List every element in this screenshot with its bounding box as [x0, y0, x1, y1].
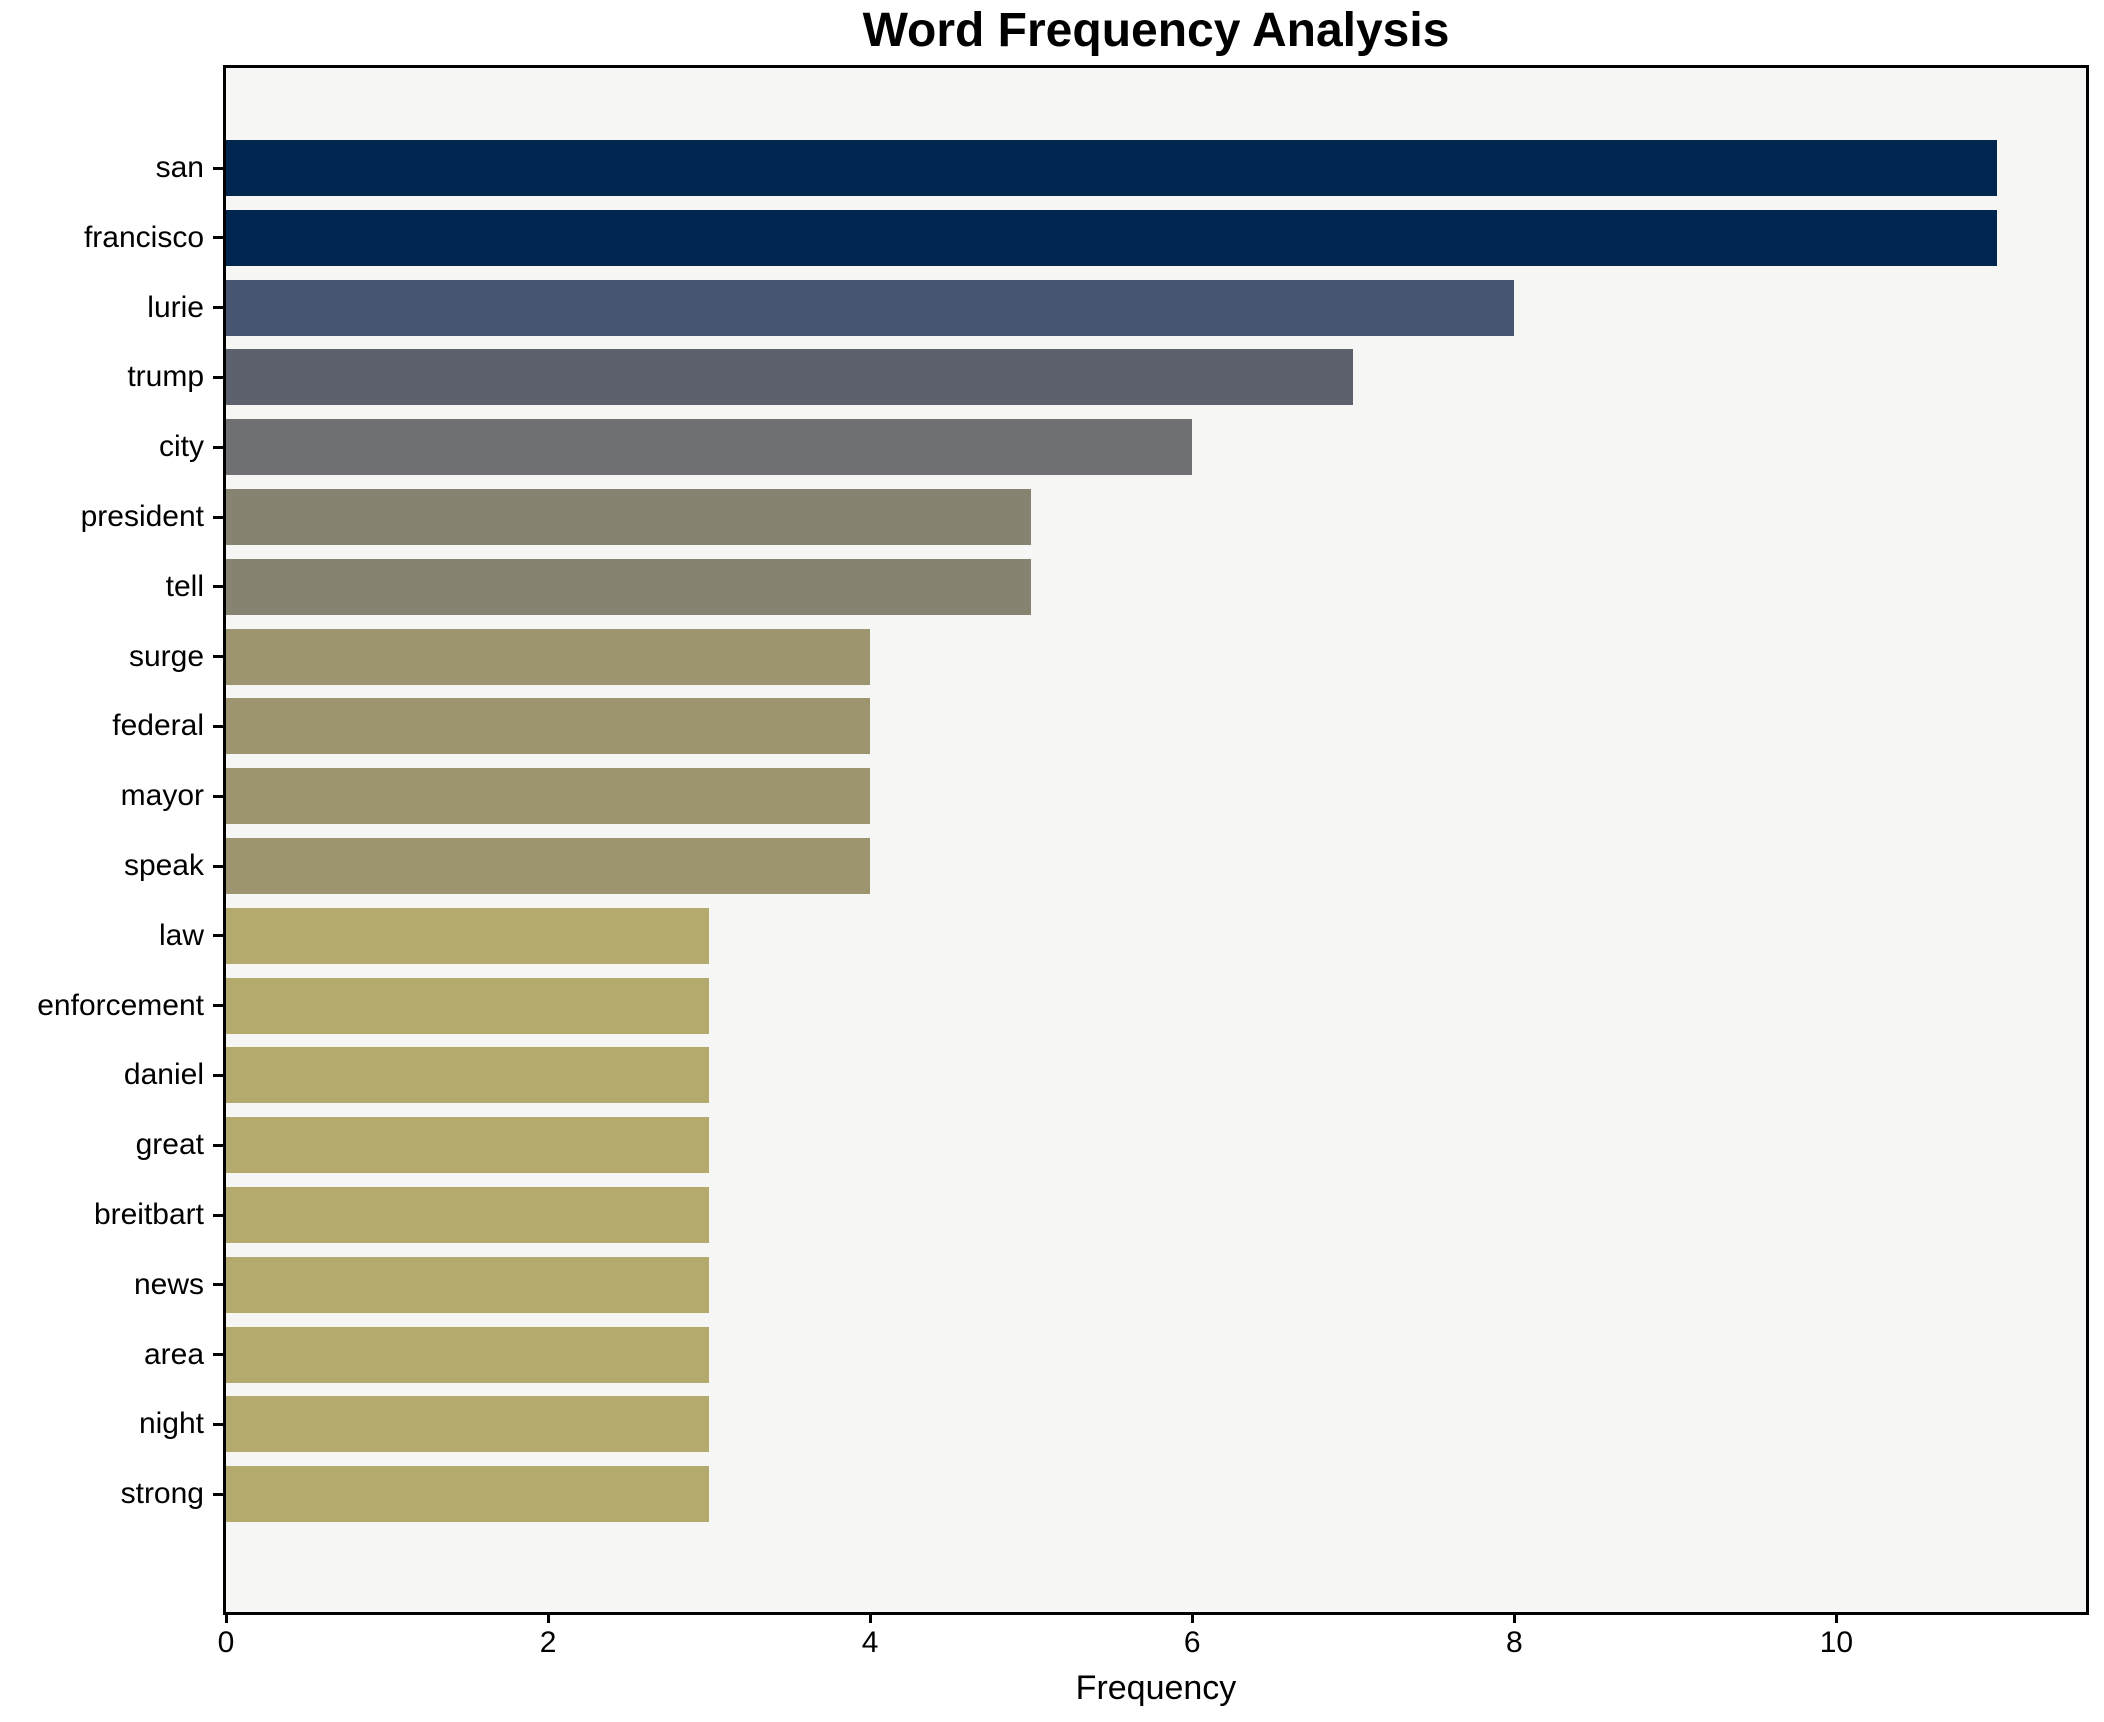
x-tick-label-2: 2 — [539, 1626, 557, 1659]
x-tick-mark-6 — [1190, 1612, 1194, 1623]
x-tick-label-6: 6 — [1183, 1626, 1201, 1659]
y-tick-mark-tell — [213, 585, 226, 589]
y-tick-label-city: city — [159, 430, 204, 464]
y-tick-mark-lurie — [213, 306, 226, 310]
y-tick-mark-breitbart — [213, 1213, 226, 1217]
bar-president — [226, 489, 1031, 545]
bar-daniel — [226, 1047, 709, 1104]
x-tick-mark-10 — [1834, 1612, 1838, 1623]
y-tick-label-san: san — [155, 151, 204, 184]
bar-francisco — [226, 209, 1997, 266]
y-tick-mark-night — [213, 1422, 226, 1426]
bar-night — [226, 1396, 709, 1453]
y-tick-label-law: law — [158, 918, 204, 952]
bar-news — [226, 1256, 709, 1313]
y-tick-label-president: president — [80, 500, 204, 533]
bar-federal — [226, 698, 870, 755]
bar-breitbart — [226, 1187, 709, 1243]
y-tick-mark-san — [213, 166, 226, 170]
bar-area — [226, 1326, 709, 1383]
y-tick-label-tell: tell — [165, 569, 204, 603]
y-tick-mark-law — [213, 934, 226, 938]
x-axis-label: Frequency — [1075, 1669, 1237, 1707]
y-tick-mark-trump — [213, 375, 226, 379]
bar-enforcement — [226, 977, 709, 1034]
y-tick-label-trump: trump — [127, 360, 204, 394]
y-tick-label-speak: speak — [123, 849, 204, 882]
y-tick-mark-news — [213, 1283, 226, 1287]
y-tick-mark-surge — [213, 655, 226, 659]
bar-great — [226, 1117, 709, 1174]
bar-tell — [226, 558, 1031, 615]
x-tick-label-8: 8 — [1505, 1626, 1523, 1659]
y-tick-mark-area — [213, 1353, 226, 1357]
x-tick-label-0: 0 — [217, 1626, 235, 1659]
bar-city — [226, 419, 1192, 476]
y-tick-mark-daniel — [213, 1073, 226, 1077]
y-tick-mark-francisco — [213, 236, 226, 240]
y-tick-label-strong: strong — [120, 1477, 204, 1511]
y-tick-label-francisco: francisco — [83, 220, 204, 254]
bar-trump — [226, 349, 1353, 406]
y-tick-mark-enforcement — [213, 1004, 226, 1008]
y-tick-mark-great — [213, 1143, 226, 1147]
bar-lurie — [226, 279, 1514, 336]
y-tick-label-night: night — [138, 1407, 204, 1441]
plot-area — [223, 65, 2089, 1615]
bar-mayor — [226, 768, 870, 825]
y-tick-mark-mayor — [213, 794, 226, 798]
x-tick-mark-0 — [224, 1612, 228, 1623]
y-tick-label-lurie: lurie — [147, 290, 204, 324]
x-tick-label-4: 4 — [861, 1626, 879, 1659]
bar-speak — [226, 838, 870, 894]
y-tick-mark-president — [213, 515, 226, 519]
y-tick-label-area: area — [143, 1337, 204, 1371]
x-tick-mark-8 — [1512, 1612, 1516, 1623]
x-tick-label-10: 10 — [1819, 1626, 1854, 1659]
y-tick-mark-speak — [213, 864, 226, 868]
bar-strong — [226, 1466, 709, 1523]
y-tick-label-enforcement: enforcement — [37, 988, 204, 1022]
x-tick-mark-4 — [868, 1612, 872, 1623]
y-tick-label-daniel: daniel — [123, 1058, 204, 1092]
chart-title: Word Frequency Analysis — [862, 4, 1450, 57]
bar-surge — [226, 628, 870, 685]
y-tick-label-mayor: mayor — [120, 779, 204, 813]
y-tick-mark-strong — [213, 1492, 226, 1496]
y-tick-mark-federal — [213, 724, 226, 728]
y-tick-label-surge: surge — [128, 639, 204, 673]
y-tick-mark-city — [213, 445, 226, 449]
y-tick-label-great: great — [135, 1128, 204, 1162]
y-tick-label-news: news — [133, 1267, 204, 1301]
bar-law — [226, 907, 709, 964]
bar-san — [226, 140, 1997, 196]
y-tick-label-breitbart: breitbart — [93, 1198, 204, 1231]
y-tick-label-federal: federal — [112, 709, 204, 743]
x-tick-mark-2 — [546, 1612, 550, 1623]
